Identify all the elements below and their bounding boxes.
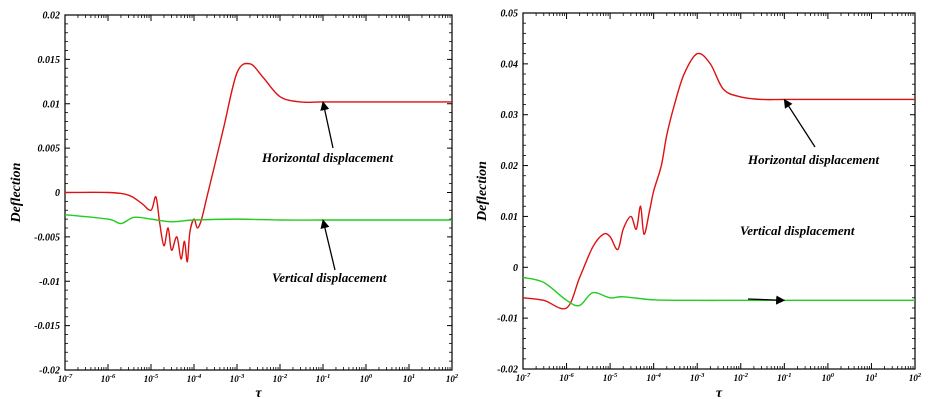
y-tick-label: -0.01 [497,314,518,325]
x-tick-label: 101 [865,372,877,383]
annotation-label: Vertical displacement [740,223,855,238]
y-tick-label: 0.005 [38,144,61,155]
y-tick-label: 0 [513,263,518,274]
x-tick-label: 10-7 [516,372,531,383]
x-axis-label: τ [255,386,262,399]
x-tick-label: 10-5 [144,373,159,384]
y-axis-label: Deflection [475,161,490,222]
x-tick-label: 10-2 [734,372,749,383]
plot-frame [64,14,453,371]
x-tick-label: 10-3 [690,372,705,383]
y-tick-label: -0.02 [39,366,60,377]
horizontal-displacement-line [522,52,915,310]
x-tick-label: 10-6 [559,372,574,383]
annotation-arrow [783,98,816,148]
x-tick-label: 10-2 [273,373,288,384]
x-tick-label: 10-6 [101,373,116,384]
x-tick-label: 10-1 [316,373,330,384]
x-tick-label: 101 [403,373,415,384]
annotation-arrow [747,295,786,305]
x-tick-label: 10-5 [603,372,618,383]
x-axis-label: τ [716,386,723,399]
y-tick-label: -0.005 [34,232,60,243]
x-tick-label: 10-1 [777,372,791,383]
y-tick-label: 0.03 [501,110,519,121]
x-tick-label: 10-4 [646,372,661,383]
x-tick-label: 100 [360,373,373,384]
x-tick-label: 102 [909,372,922,383]
chart-panel-left: 0.02 0.015 0.01 0.005 0 -0.005 -0.01 -0.015 -0.0… [9,11,459,399]
x-tick-label: 10-7 [58,373,73,384]
x-tick-label: 10-3 [230,373,245,384]
x-tick-label: 102 [446,373,459,384]
annotation-arrow [320,219,336,271]
y-tick-label: 0 [55,188,60,199]
y-tick-label: -0.015 [34,321,60,332]
plot-frame [522,12,916,370]
x-tick-label: 100 [822,372,835,383]
y-tick-label: 0.015 [38,55,61,66]
vertical-displacement-line [522,276,915,307]
horizontal-displacement-line [64,62,452,263]
annotation-label: Vertical displacement [272,270,387,285]
y-tick-label: 0.02 [501,161,519,172]
annotation-label: Horizontal displacement [747,152,879,167]
vertical-displacement-line [64,213,452,225]
annotation-label: Horizontal displacement [261,150,393,165]
y-tick-label: 0.02 [43,11,61,22]
y-tick-label: 0.01 [501,212,519,223]
annotation-arrow [320,101,334,149]
y-tick-label: 0.05 [501,9,519,20]
x-tick-label: 10-4 [187,373,202,384]
y-tick-label: -0.02 [497,365,518,376]
y-tick-label: 0.01 [43,99,61,110]
y-tick-label: -0.01 [39,277,60,288]
y-tick-label: 0.04 [501,59,519,70]
y-axis-label: Deflection [9,162,24,223]
